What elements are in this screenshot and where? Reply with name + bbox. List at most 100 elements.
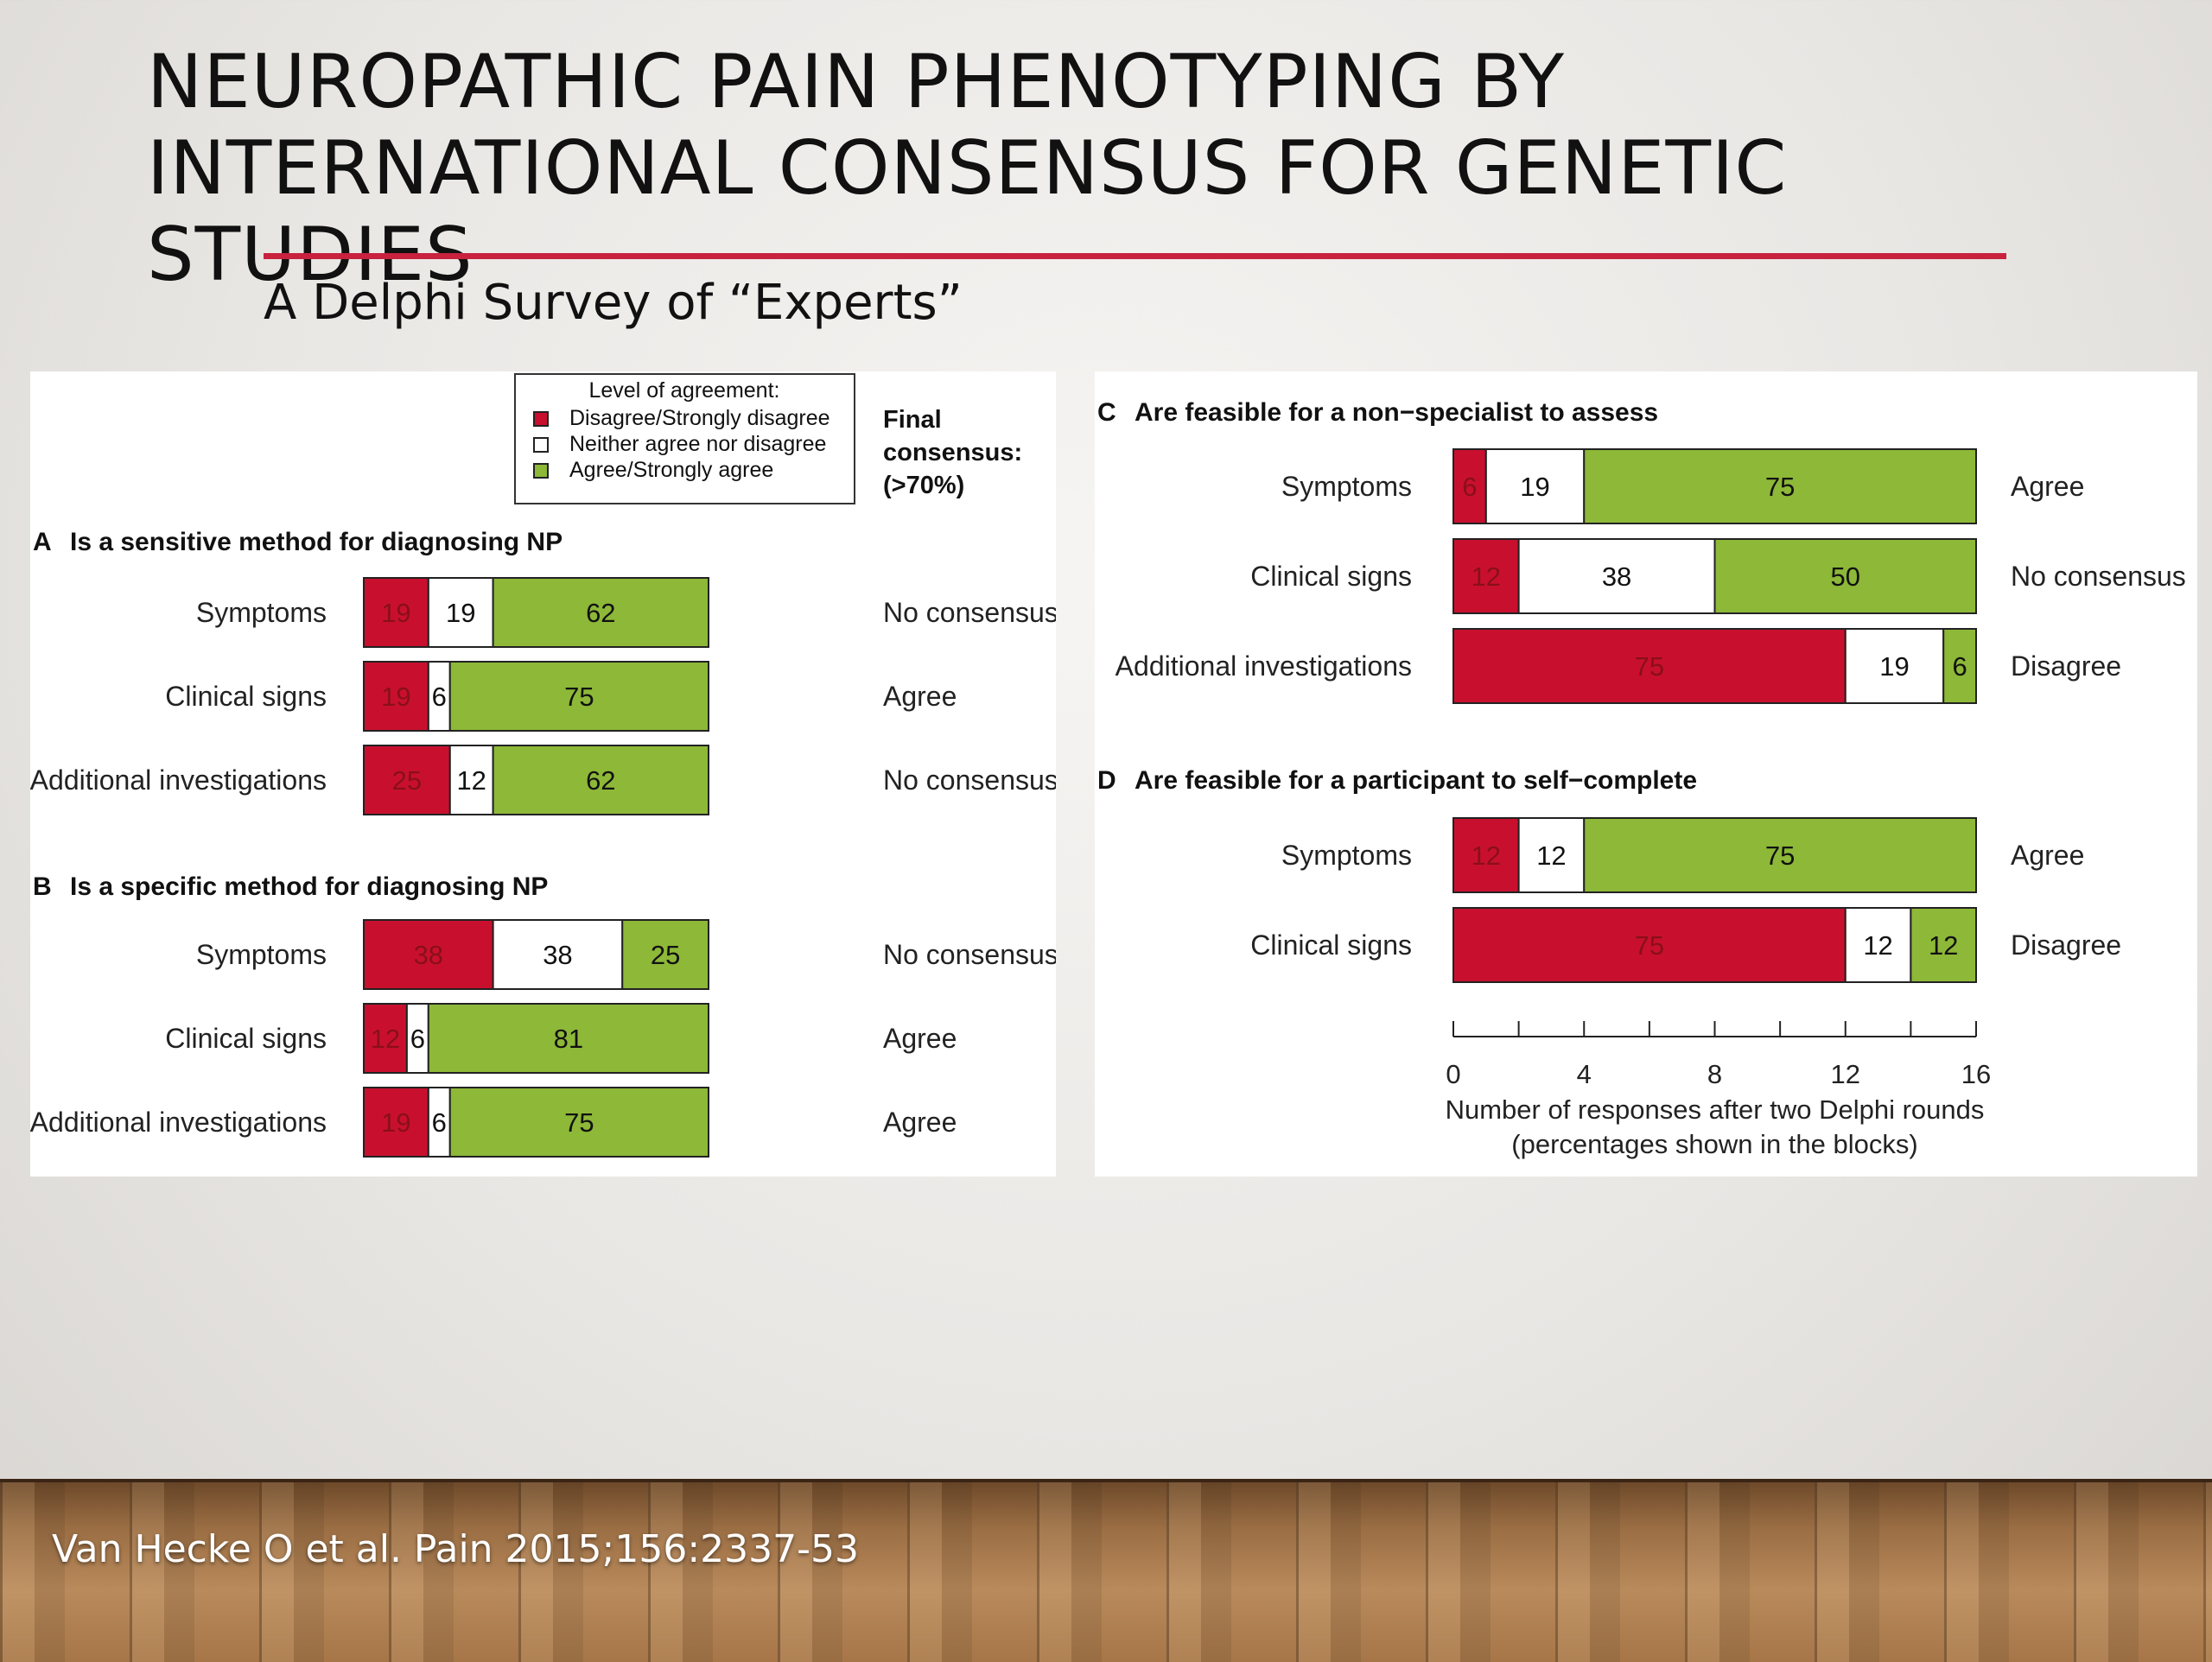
bar-segment-label: 62 xyxy=(586,598,615,628)
bar-segment xyxy=(1452,538,1520,614)
x-axis-tick-label: 4 xyxy=(1577,1059,1592,1089)
panel-d-title: Are feasible for a participant to self−c… xyxy=(1135,766,1697,795)
consensus-header-line: Final xyxy=(883,406,942,434)
row-label: Symptoms xyxy=(196,597,327,628)
bar-segment-label: 19 xyxy=(1879,651,1909,682)
title-line-1: NEUROPATHIC PAIN PHENOTYPING BY xyxy=(147,39,1566,125)
chart-left-svg: Level of agreement: Disagree/Strongly dis… xyxy=(30,373,1056,1158)
bar-segment-label: 38 xyxy=(414,940,443,970)
consensus-header-line: (>70%) xyxy=(883,472,964,499)
consensus-label: Disagree xyxy=(2011,650,2121,682)
consensus-label: No consensus xyxy=(2011,561,2186,592)
row-label: Clinical signs xyxy=(1250,561,1412,592)
legend-swatch xyxy=(533,411,549,427)
bar-segment xyxy=(1484,448,1586,524)
bar-segment-label: 75 xyxy=(1635,930,1664,961)
bar-segment-label: 12 xyxy=(1471,841,1501,871)
consensus-label: Agree xyxy=(883,1107,957,1138)
bar-segment xyxy=(1713,538,1977,614)
row-label: Additional investigations xyxy=(30,764,327,796)
row-label: Symptoms xyxy=(196,939,327,970)
chart-right-svg: C Are feasible for a non−specialist to as… xyxy=(1097,398,2186,1159)
row-label: Clinical signs xyxy=(165,1023,327,1054)
row-label: Additional investigations xyxy=(1116,650,1412,682)
bar-segment xyxy=(1452,817,1520,893)
row-label: Symptoms xyxy=(1281,840,1412,871)
x-axis-tick-label: 8 xyxy=(1707,1059,1722,1089)
bar-segment-label: 50 xyxy=(1831,561,1860,592)
bar-segment-label: 6 xyxy=(1952,651,1967,682)
bar-segment xyxy=(363,745,451,815)
bar-segment xyxy=(448,745,494,815)
consensus-label: No consensus xyxy=(883,764,1056,796)
bar-segment-label: 25 xyxy=(651,940,680,970)
consensus-label: Agree xyxy=(883,681,957,712)
row-label: Symptoms xyxy=(1281,471,1412,502)
bar-segment xyxy=(1844,628,1945,704)
panel-a-title: Is a sensitive method for diagnosing NP xyxy=(70,528,563,556)
legend-item-label: Neither agree nor disagree xyxy=(569,432,826,456)
bar-segment xyxy=(1452,448,1487,524)
bar-segment-label: 12 xyxy=(1536,841,1566,871)
bar-segment-label: 6 xyxy=(410,1024,425,1054)
bar-segment xyxy=(1583,817,1977,893)
wood-floor-background xyxy=(0,1479,2212,1662)
panel-b-letter: B xyxy=(33,872,52,901)
consensus-label: Agree xyxy=(2011,471,2084,502)
bar-segment-label: 75 xyxy=(1765,841,1795,871)
bar-segment-label: 38 xyxy=(543,940,572,970)
bar-segment-label: 12 xyxy=(1863,930,1892,961)
chart-panel-right: C Are feasible for a non−specialist to as… xyxy=(1095,371,2197,1177)
bar-segment-label: 25 xyxy=(392,765,422,796)
panel-a-letter: A xyxy=(33,528,52,556)
bar-segment xyxy=(1583,448,1977,524)
legend-swatch xyxy=(533,463,549,479)
legend-item-label: Disagree/Strongly disagree xyxy=(569,406,830,430)
chart-panel-left: Level of agreement: Disagree/Strongly dis… xyxy=(30,371,1056,1177)
bar-segment xyxy=(1910,907,1977,983)
bar-segment xyxy=(492,919,624,990)
bar-segment xyxy=(492,577,709,648)
bar-segment xyxy=(448,1087,709,1158)
x-axis-tick-label: 16 xyxy=(1961,1059,1991,1089)
row-label: Clinical signs xyxy=(165,681,327,712)
bar-segment-label: 62 xyxy=(586,765,615,796)
x-axis-label: Number of responses after two Delphi rou… xyxy=(1446,1094,1985,1125)
bar-segment xyxy=(363,577,429,648)
slide-subtitle: A Delphi Survey of “Experts” xyxy=(264,275,963,331)
bar-segment-label: 75 xyxy=(564,1107,594,1138)
bar-segment xyxy=(363,1087,429,1158)
consensus-label: No consensus xyxy=(883,597,1056,628)
slide-title: NEUROPATHIC PAIN PHENOTYPING BY INTERNAT… xyxy=(147,39,2134,298)
legend-item-label: Agree/Strongly agree xyxy=(569,458,773,482)
x-axis-sublabel: (percentages shown in the blocks) xyxy=(1511,1129,1917,1159)
bar-segment xyxy=(363,1003,408,1074)
consensus-header-line: consensus: xyxy=(883,439,1022,466)
bar-segment-label: 19 xyxy=(381,1107,410,1138)
bar-segment-label: 19 xyxy=(381,598,410,628)
bar-segment-label: 19 xyxy=(446,598,475,628)
panel-b-title: Is a specific method for diagnosing NP xyxy=(70,872,548,901)
row-label: Additional investigations xyxy=(30,1107,327,1138)
panel-d-letter: D xyxy=(1097,766,1116,795)
bar-segment-label: 12 xyxy=(1929,930,1958,961)
bar-segment xyxy=(427,577,494,648)
bar-segment xyxy=(621,919,709,990)
bar-segment-label: 12 xyxy=(1471,561,1501,592)
citation: Van Hecke O et al. Pain 2015;156:2337-53 xyxy=(52,1527,859,1571)
bar-segment xyxy=(427,1003,709,1074)
consensus-label: Agree xyxy=(2011,840,2084,871)
title-divider xyxy=(264,253,2006,259)
bar-segment-label: 6 xyxy=(432,682,447,712)
bar-segment-label: 75 xyxy=(1635,651,1664,682)
row-label: Clinical signs xyxy=(1250,929,1412,961)
panel-c-letter: C xyxy=(1097,398,1116,427)
bar-segment xyxy=(1942,628,1977,704)
bar-segment-label: 12 xyxy=(456,765,486,796)
bar-segment xyxy=(363,661,429,732)
bar-segment-label: 75 xyxy=(564,682,594,712)
bar-segment-label: 81 xyxy=(554,1024,583,1054)
x-axis-tick-label: 12 xyxy=(1831,1059,1860,1089)
bar-segment-label: 6 xyxy=(1462,472,1477,502)
panel-c-title: Are feasible for a non−specialist to ass… xyxy=(1135,398,1658,427)
